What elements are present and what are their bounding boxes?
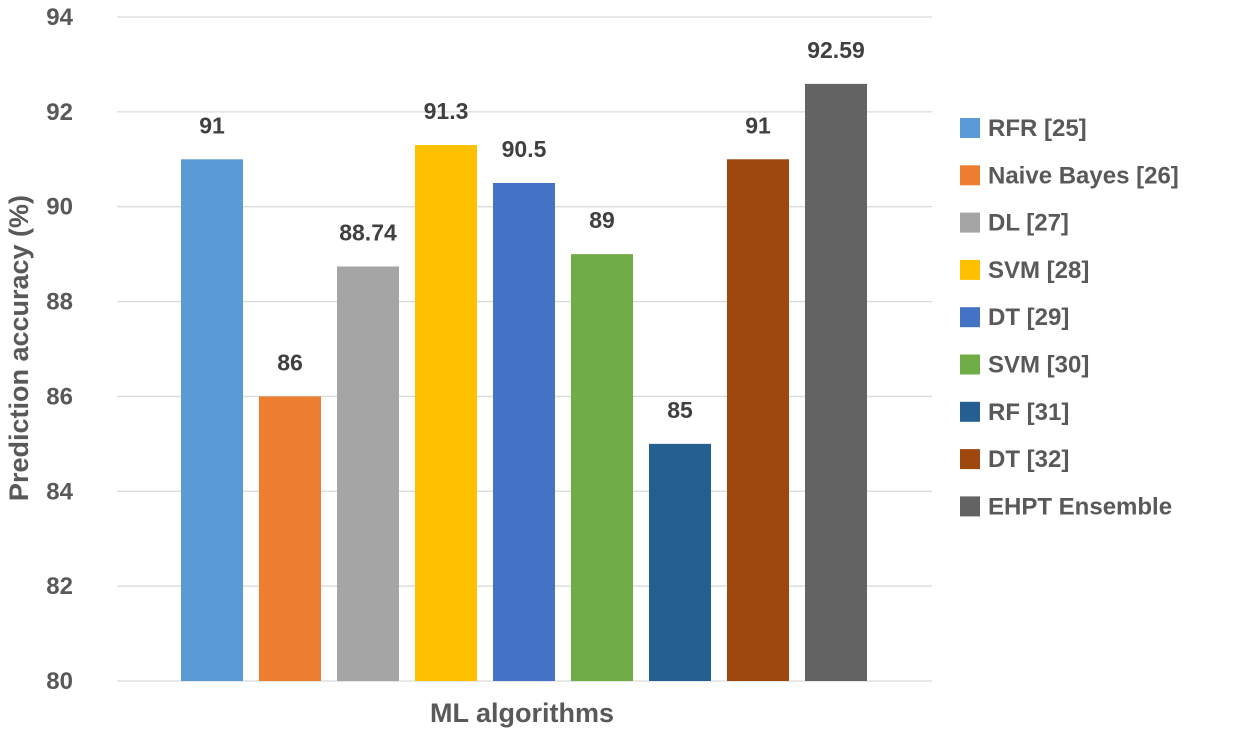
legend-label: DT [32]	[988, 446, 1069, 473]
y-tick-label: 82	[46, 573, 73, 600]
y-axis-ticks: 80 82 84 86 88 90 92 94	[46, 4, 73, 695]
bar	[337, 266, 399, 681]
data-label: 85	[667, 397, 693, 423]
legend-label: Naive Bayes [26]	[988, 162, 1179, 189]
y-tick-label: 94	[46, 4, 73, 31]
legend-label: SVM [30]	[988, 352, 1089, 379]
legend-swatch	[960, 354, 980, 375]
bar	[571, 254, 633, 681]
legend-swatch	[960, 307, 980, 328]
legend-label: SVM [28]	[988, 257, 1089, 284]
legend-swatch	[960, 496, 980, 517]
data-label: 91	[745, 112, 771, 138]
bar	[727, 159, 789, 682]
y-tick-label: 90	[46, 194, 73, 221]
bar	[259, 396, 321, 681]
data-labels: 91 86 88.74 91.3 90.5 89 85 91 92.59	[199, 37, 865, 423]
data-label: 91	[199, 112, 225, 138]
legend-swatch	[960, 165, 980, 186]
data-label: 92.59	[807, 37, 865, 63]
y-tick-label: 92	[46, 99, 73, 126]
data-label: 88.74	[339, 219, 397, 245]
data-label: 86	[277, 349, 303, 375]
y-tick-label: 86	[46, 383, 73, 410]
bar	[493, 183, 555, 681]
legend-swatch	[960, 449, 980, 470]
legend-label: DT [29]	[988, 304, 1069, 331]
legend-swatch	[960, 259, 980, 280]
data-label: 89	[589, 207, 615, 233]
y-tick-label: 84	[46, 478, 73, 505]
bars	[181, 83, 867, 682]
legend-label: DL [27]	[988, 210, 1069, 237]
legend-swatch	[960, 212, 980, 233]
data-label: 91.3	[424, 98, 469, 124]
legend: RFR [25] Naive Bayes [26] DL [27] SVM [28] D…	[960, 115, 1179, 520]
legend-swatch	[960, 401, 980, 422]
legend-label: RF [31]	[988, 399, 1069, 426]
y-axis-title: Prediction accuracy (%)	[4, 195, 34, 501]
data-label: 90.5	[502, 136, 547, 162]
legend-label: RFR [25]	[988, 115, 1087, 142]
legend-swatch	[960, 118, 980, 138]
bar	[805, 83, 867, 682]
x-axis-title: ML algorithms	[430, 698, 614, 728]
y-tick-label: 88	[46, 289, 73, 316]
y-tick-label: 80	[46, 668, 73, 695]
bar	[181, 159, 243, 682]
bar	[649, 443, 711, 681]
legend-label: EHPT Ensemble	[988, 493, 1172, 520]
bar	[415, 145, 477, 682]
